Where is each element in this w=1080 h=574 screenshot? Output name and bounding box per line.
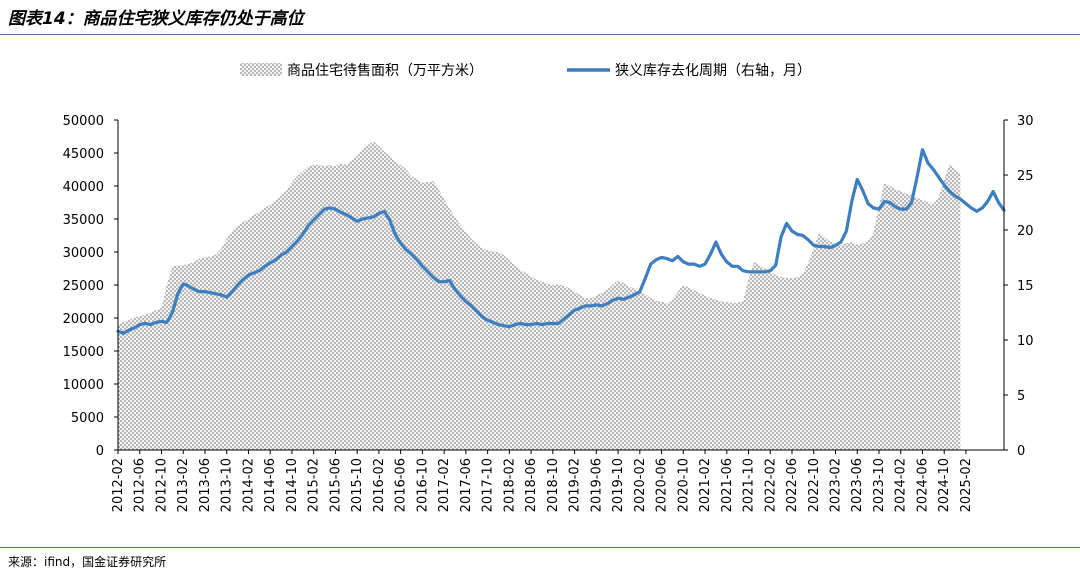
left-tick-label: 5000: [71, 411, 104, 426]
x-tick-label: 2019-10: [611, 458, 626, 512]
legend-line-label: 狭义库存去化周期（右轴，月）: [615, 63, 811, 79]
x-tick-label: 2018-10: [546, 458, 561, 512]
left-tick-label: 15000: [63, 345, 104, 360]
line-series: [116, 148, 1006, 335]
left-tick-label: 35000: [63, 213, 104, 228]
x-tick-label: 2021-02: [698, 458, 713, 512]
right-tick-label: 15: [1017, 279, 1034, 294]
left-tick-label: 25000: [63, 279, 104, 294]
x-tick-label: 2020-10: [676, 458, 691, 512]
chart: 商品住宅待售面积（万平方米） 狭义库存去化周期（右轴，月） 0 5000 10000…: [63, 63, 1034, 512]
x-tick-label: 2023-06: [850, 458, 865, 512]
area-series: [118, 141, 961, 450]
left-tick-label: 20000: [63, 312, 104, 327]
right-tick-label: 20: [1017, 224, 1034, 239]
legend-area-label: 商品住宅待售面积（万平方米）: [287, 63, 483, 79]
x-tick-label: 2014-10: [285, 458, 300, 512]
chart-legend: 商品住宅待售面积（万平方米） 狭义库存去化周期（右轴，月）: [240, 63, 811, 79]
x-tick-label: 2015-02: [307, 458, 322, 512]
left-axis-ticks: 0 5000 10000 15000 20000 25000 30000 35000 40000…: [63, 114, 118, 459]
x-tick-label: 2021-10: [742, 458, 757, 512]
x-tick-label: 2013-10: [220, 458, 235, 512]
x-tick-label: 2019-06: [589, 458, 604, 512]
x-tick-label: 2012-02: [111, 458, 126, 512]
x-tick-label: 2014-06: [263, 458, 278, 512]
left-tick-label: 40000: [63, 180, 104, 195]
x-tick-label: 2017-10: [481, 458, 496, 512]
x-tick-label: 2019-02: [568, 458, 583, 512]
legend-area-swatch: [240, 63, 282, 76]
x-tick-label: 2018-02: [502, 458, 517, 512]
x-tick-label: 2017-02: [437, 458, 452, 512]
x-tick-label: 2022-10: [807, 458, 822, 512]
x-tick-label: 2018-06: [524, 458, 539, 512]
x-tick-label: 2024-02: [894, 458, 909, 512]
right-tick-label: 10: [1017, 334, 1034, 349]
right-tick-label: 25: [1017, 169, 1034, 184]
x-tick-label: 2025-02: [959, 458, 974, 512]
x-tick-label: 2022-06: [785, 458, 800, 512]
right-axis-ticks: 0 5 10 15 20 25 30: [1004, 114, 1034, 459]
line-path: [116, 148, 1006, 335]
x-tick-label: 2024-06: [915, 458, 930, 512]
left-tick-label: 45000: [63, 147, 104, 162]
x-tick-label: 2016-02: [372, 458, 387, 512]
left-tick-label: 0: [96, 444, 104, 459]
x-tick-label: 2013-02: [176, 458, 191, 512]
right-tick-label: 0: [1017, 444, 1025, 459]
left-tick-label: 50000: [63, 114, 104, 129]
x-tick-label: 2016-06: [394, 458, 409, 512]
footer-rule: [0, 547, 1080, 548]
source-note: 来源：ifind，国金证券研究所: [8, 555, 167, 569]
x-tick-label: 2012-06: [133, 458, 148, 512]
x-tick-label: 2014-02: [241, 458, 256, 512]
left-tick-label: 10000: [63, 378, 104, 393]
x-tick-label: 2022-02: [763, 458, 778, 512]
x-tick-label: 2024-10: [937, 458, 952, 512]
x-tick-label: 2017-06: [459, 458, 474, 512]
x-tick-label: 2015-10: [350, 458, 365, 512]
x-tick-label: 2023-02: [828, 458, 843, 512]
x-tick-label: 2023-10: [872, 458, 887, 512]
x-tick-label: 2021-06: [720, 458, 735, 512]
right-tick-label: 5: [1017, 389, 1025, 404]
x-tick-label: 2020-06: [655, 458, 670, 512]
x-tick-label: 2020-02: [633, 458, 648, 512]
figure-title: 图表14：商品住宅狭义库存仍处于高位: [8, 9, 304, 29]
right-tick-label: 30: [1017, 114, 1034, 129]
left-tick-label: 30000: [63, 246, 104, 261]
x-tick-label: 2012-10: [154, 458, 169, 512]
x-tick-label: 2016-10: [415, 458, 430, 512]
x-tick-label: 2015-06: [328, 458, 343, 512]
x-axis-ticks: 2012-02 2012-06 2012-10 2013-02 2013-06 2013-…: [111, 450, 974, 512]
x-tick-label: 2013-06: [198, 458, 213, 512]
area-path: [118, 141, 961, 450]
title-rule: [0, 34, 1080, 35]
